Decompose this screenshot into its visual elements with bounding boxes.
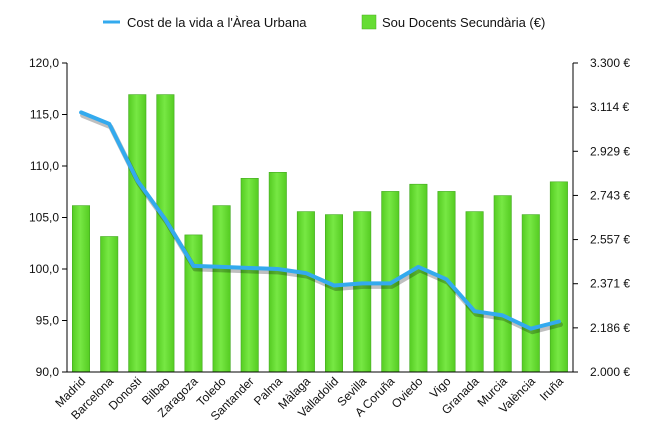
right-tick-label: 3.300 €: [590, 56, 630, 70]
bar-santander: [240, 178, 259, 373]
legend-bar-swatch: [361, 14, 377, 30]
right-tick-label: 2.743 €: [590, 188, 630, 202]
bar-m-laga: [296, 211, 315, 373]
bar-iru-a: [549, 181, 568, 373]
bar-donosti: [128, 94, 147, 373]
bar-madrid: [72, 205, 91, 373]
bar-granada: [465, 211, 484, 373]
category-label: Iruña: [537, 374, 566, 403]
bar-barcelona: [100, 236, 119, 373]
right-tick-label: 3.114 €: [590, 100, 629, 114]
line-cost-of-living: [79, 110, 561, 331]
left-tick-label: 100,0: [29, 262, 59, 276]
right-tick-label: 2.557 €: [590, 233, 630, 247]
bar-sevilla: [353, 211, 372, 373]
bar-toledo: [212, 205, 231, 373]
left-tick-label: 95,0: [36, 314, 60, 328]
bar-murcia: [493, 195, 512, 373]
left-tick-label: 90,0: [36, 365, 60, 379]
legend-label-line: Cost de la vida a l'Àrea Urbana: [127, 15, 307, 30]
bar-val-ncia: [521, 214, 540, 373]
right-tick-label: 2.929 €: [590, 144, 630, 158]
left-tick-label: 115,0: [30, 108, 59, 122]
right-tick-label: 2.371 €: [590, 277, 630, 291]
category-label: Oviedo: [389, 374, 426, 411]
bar-valladolid: [324, 214, 343, 373]
right-tick-label: 2.186 €: [590, 321, 630, 335]
bars-layer: [72, 94, 568, 373]
line-layer: [79, 110, 563, 335]
bar-oviedo: [409, 183, 428, 373]
right-tick-label: 2.000 €: [590, 365, 630, 379]
legend-label-bar: Sou Docents Secundària (€): [382, 15, 545, 30]
line-shadow: [80, 112, 563, 335]
left-tick-label: 120,0: [29, 56, 59, 70]
left-tick-label: 105,0: [29, 211, 59, 225]
left-tick-label: 110,0: [30, 159, 59, 173]
legend: Cost de la vida a l'Àrea Urbana Sou Doce…: [103, 14, 545, 30]
